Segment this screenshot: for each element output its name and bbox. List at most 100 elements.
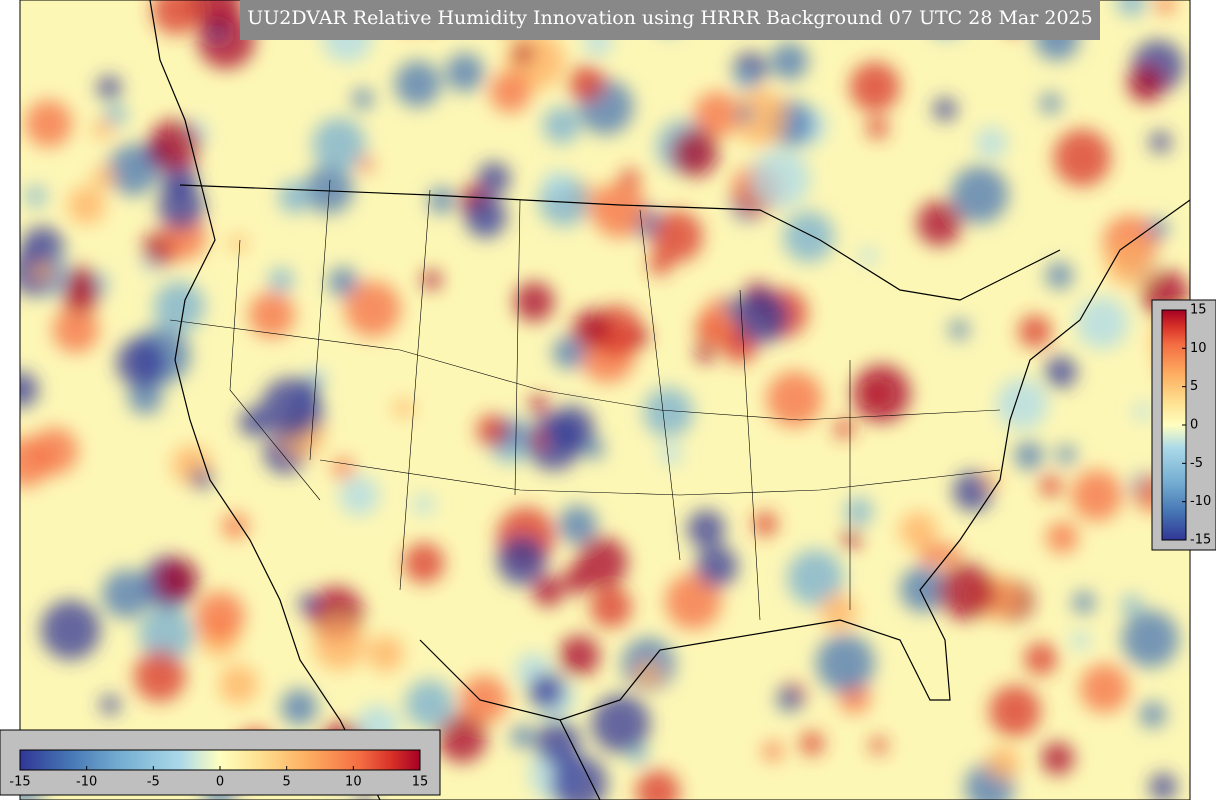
field-blob — [152, 0, 201, 35]
field-blob — [1106, 240, 1154, 288]
field-blob — [403, 542, 445, 584]
colorbar-tick-label: -5 — [147, 775, 160, 790]
field-blob — [64, 265, 96, 298]
field-blob — [1072, 591, 1095, 614]
field-blob — [1046, 521, 1078, 554]
field-blob — [222, 512, 249, 540]
field-blob — [535, 720, 581, 766]
field-blob — [950, 166, 1009, 224]
field-blob — [552, 336, 586, 369]
field-blob — [660, 442, 682, 465]
field-blob — [799, 731, 825, 756]
field-blob — [1053, 129, 1111, 187]
field-blob — [157, 183, 205, 230]
field-blob — [421, 270, 442, 290]
field-blob — [189, 0, 243, 29]
field-blob — [104, 103, 127, 127]
field-blob — [558, 505, 598, 545]
field-blob — [695, 545, 738, 588]
field-blob — [949, 319, 969, 340]
field-blob — [933, 97, 957, 121]
field-blob — [941, 543, 962, 565]
field-blob — [477, 161, 511, 196]
field-blob — [260, 377, 321, 438]
field-blob — [1155, 0, 1176, 15]
field-blob — [304, 165, 354, 214]
field-blob — [1045, 262, 1073, 290]
field-blob — [476, 414, 509, 447]
field-blob — [128, 379, 163, 415]
field-blob — [989, 685, 1041, 737]
field-blob — [100, 695, 121, 715]
field-blob — [787, 549, 844, 607]
field-blob — [195, 591, 245, 641]
colorbar-tick-label: -15 — [1190, 533, 1211, 548]
field-blob — [52, 306, 99, 353]
field-blob — [405, 679, 454, 729]
field-blob — [1147, 218, 1169, 239]
field-blob — [665, 573, 722, 630]
field-blob — [460, 675, 508, 724]
field-blob — [40, 600, 101, 660]
field-blob — [31, 260, 55, 284]
field-blob — [815, 634, 875, 693]
field-blob — [116, 338, 166, 388]
field-blob — [736, 105, 754, 123]
field-blob — [239, 407, 270, 438]
field-blob — [1116, 0, 1147, 17]
field-blob — [1024, 642, 1058, 676]
field-blob — [1056, 444, 1077, 465]
field-blob — [916, 200, 963, 246]
field-blob — [558, 635, 600, 677]
field-blob — [776, 686, 803, 712]
field-blob — [693, 91, 740, 138]
colorbar-tick-label: 15 — [1190, 303, 1207, 318]
field-blob — [510, 724, 535, 749]
colorbar-tick-label: 5 — [1190, 379, 1198, 394]
colorbar-tick-label: 10 — [345, 775, 362, 790]
field-blob — [428, 187, 455, 214]
field-blob — [634, 661, 662, 689]
field-blob — [20, 437, 51, 487]
colorbar-tick-label: -10 — [1190, 494, 1211, 509]
field-blob — [544, 171, 570, 197]
field-blob — [528, 673, 565, 709]
field-blob — [1071, 470, 1123, 521]
field-blob — [852, 364, 911, 423]
field-blob — [734, 69, 755, 90]
field-blob — [413, 494, 434, 515]
field-blob — [102, 569, 151, 619]
field-blob — [752, 511, 778, 537]
field-blob — [762, 741, 783, 762]
field-blob — [138, 606, 195, 663]
field-blob — [1139, 701, 1166, 728]
field-blob — [155, 558, 198, 601]
field-blob — [671, 129, 719, 177]
field-blob — [573, 309, 611, 347]
field-blob — [1075, 296, 1129, 349]
field-blob — [489, 71, 532, 113]
field-blob — [218, 664, 258, 705]
field-blob — [1121, 610, 1179, 668]
field-blob — [695, 342, 716, 363]
field-blob — [312, 117, 366, 171]
field-blob — [92, 119, 113, 140]
field-blob — [339, 475, 380, 516]
field-blob — [766, 371, 823, 428]
field-blob — [464, 195, 507, 238]
field-blob — [327, 267, 359, 298]
title-box — [240, 0, 1100, 40]
field-blob — [651, 210, 703, 263]
field-blob — [548, 405, 595, 452]
field-blob — [643, 387, 694, 438]
map-title: UU2DVAR Relative Humidity Innovation usi… — [247, 7, 1092, 29]
field-blob — [734, 290, 788, 344]
field-blob — [1044, 356, 1077, 389]
field-blob — [298, 593, 320, 614]
field-blob — [445, 52, 485, 92]
field-blob — [732, 89, 789, 146]
field-blob — [983, 472, 1001, 490]
field-blob — [367, 635, 404, 672]
